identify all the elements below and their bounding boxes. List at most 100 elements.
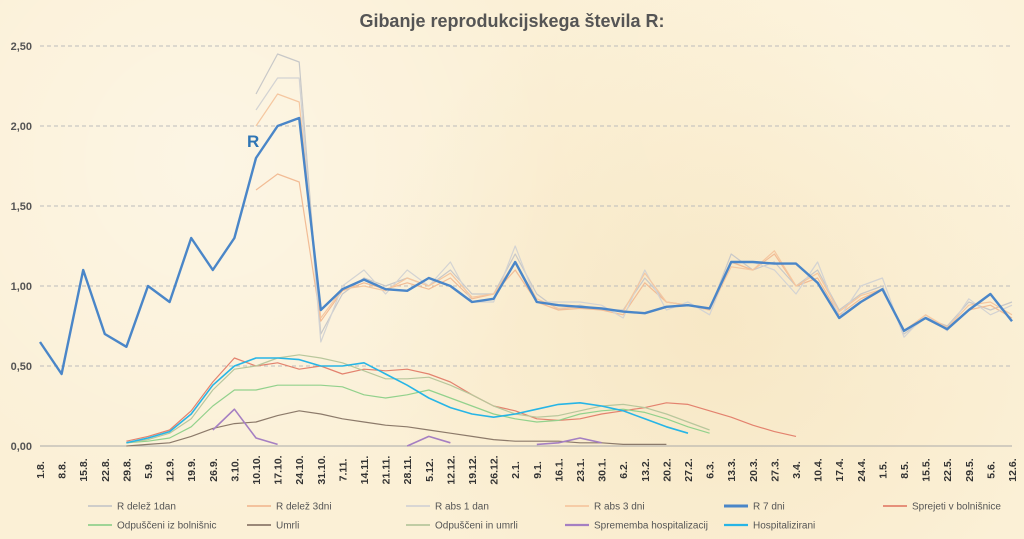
x-axis: 1.8. 8.8. 15.8. 22.8. 29.8. 5.9. 12.9. 19.9. 26.…: [35, 455, 1019, 484]
x-tick-label: 20.3.: [748, 458, 760, 481]
x-tick-label: 12.12.: [445, 455, 457, 484]
legend-item: Sprememba hospitalizacij: [565, 521, 708, 532]
series-3: [255, 77, 1013, 343]
series-line: [126, 354, 710, 444]
x-tick-label: 9.1.: [532, 461, 544, 479]
legend-label: Odpuščeni in umrli: [435, 521, 518, 532]
legend-item: R 7 dni: [724, 502, 785, 513]
legend-label: Umrli: [276, 521, 299, 532]
x-tick-label: 14.11.: [359, 456, 371, 485]
x-tick-label: 12.9.: [165, 458, 177, 481]
series-line: [39, 116, 1013, 376]
legend-item: Umrli: [247, 521, 299, 532]
legend-label: Hospitalizirani: [753, 521, 815, 532]
x-tick-label: 22.8.: [100, 458, 112, 481]
legend-item: Odpuščeni in umrli: [406, 521, 518, 532]
x-tick-label: 22.5.: [942, 458, 954, 481]
x-tick-label: 19.12.: [467, 455, 479, 484]
series-line: [255, 77, 1013, 343]
series-6: [126, 357, 797, 442]
chart-title: Gibanje reprodukcijskega števila R:: [359, 11, 664, 31]
series-9: [126, 354, 710, 444]
x-tick-label: 6.3.: [705, 461, 717, 479]
series-8: [126, 410, 667, 447]
series-line: [126, 357, 689, 444]
x-tick-label: 1.8.: [35, 461, 47, 479]
x-tick-label: 31.10.: [316, 455, 328, 484]
grid: [40, 45, 1012, 447]
legend-label: Sprejeti v bolnišnice: [912, 502, 1001, 513]
series-10: [212, 408, 602, 447]
legend-label: R abs 3 dni: [594, 502, 645, 513]
x-tick-label: 24.4.: [856, 458, 868, 481]
legend-item: R delež 3dni: [247, 502, 332, 513]
x-tick-label: 3.10.: [229, 458, 241, 481]
r-annotation: R: [247, 132, 259, 151]
legend-label: R delež 3dni: [276, 502, 332, 513]
x-tick-label: 1.5.: [877, 461, 889, 479]
x-tick-label: 23.1.: [575, 458, 587, 481]
series-line: [126, 384, 710, 444]
x-tick-label: 29.8.: [121, 458, 133, 481]
legend-label: Sprememba hospitalizacij: [594, 521, 708, 532]
legend-label: Odpuščeni iz bolnišnic: [117, 521, 217, 532]
x-tick-label: 6.2.: [618, 461, 630, 479]
x-tick-label: 2.1.: [510, 461, 522, 479]
y-axis: 0,00 0,50 1,00 1,50 2,00 2,50: [11, 41, 32, 453]
legend-label: R delež 1dan: [117, 502, 176, 513]
x-tick-label: 27.3.: [769, 458, 781, 481]
x-tick-label: 8.8.: [57, 461, 69, 479]
x-tick-label: 13.2.: [640, 458, 652, 481]
x-tick-label: 29.5.: [964, 458, 976, 481]
x-tick-label: 19.9.: [186, 458, 198, 481]
x-tick-label: 15.5.: [921, 458, 933, 481]
series-layer: [39, 53, 1013, 447]
legend-item: Odpuščeni iz bolnišnic: [88, 521, 217, 532]
x-tick-label: 26.12.: [489, 455, 501, 484]
x-tick-label: 21.11.: [381, 456, 393, 485]
y-tick-label: 1,00: [11, 281, 32, 293]
x-tick-label: 20.2.: [661, 458, 673, 481]
y-tick-label: 1,50: [11, 201, 32, 213]
legend-item: Sprejeti v bolnišnice: [883, 502, 1001, 513]
series-5: [39, 116, 1013, 376]
x-tick-label: 17.4.: [834, 458, 846, 481]
x-tick-label: 8.5.: [899, 461, 911, 479]
x-tick-label: 16.1.: [553, 458, 565, 481]
series-2: [255, 173, 1013, 332]
legend-item: R delež 1dan: [88, 502, 176, 513]
y-tick-label: 0,00: [11, 441, 32, 453]
x-tick-label: 5.9.: [143, 461, 155, 479]
y-tick-label: 2,00: [11, 121, 32, 133]
y-tick-label: 2,50: [11, 41, 32, 53]
x-tick-label: 10.10.: [251, 455, 263, 484]
x-tick-label: 7.11.: [337, 459, 349, 482]
x-tick-label: 3.4.: [791, 461, 803, 479]
x-tick-label: 5.12.: [424, 458, 436, 481]
legend-label: R abs 1 dan: [435, 502, 489, 513]
x-tick-label: 17.10.: [273, 455, 285, 484]
x-tick-label: 12.6.: [1007, 458, 1019, 481]
x-tick-label: 26.9.: [208, 458, 220, 481]
x-tick-label: 30.1.: [597, 458, 609, 481]
series-line: [126, 357, 797, 442]
series-line: [126, 410, 667, 447]
x-tick-label: 28.11.: [402, 456, 414, 485]
x-tick-label: 10.4.: [813, 458, 825, 481]
series-11: [126, 357, 689, 444]
legend-item: Hospitalizirani: [724, 521, 815, 532]
y-tick-label: 0,50: [11, 361, 32, 373]
legend-item: R abs 1 dan: [406, 502, 489, 513]
series-7: [126, 384, 710, 444]
x-tick-label: 13.3.: [726, 458, 738, 481]
x-tick-label: 15.8.: [78, 458, 90, 481]
x-tick-label: 24.10.: [294, 455, 306, 484]
series-line: [212, 408, 602, 447]
legend-item: R abs 3 dni: [565, 502, 645, 513]
legend: R delež 1dan R delež 3dni R abs 1 dan R abs…: [88, 502, 1001, 532]
legend-label: R 7 dni: [753, 502, 785, 513]
series-line: [255, 173, 1013, 332]
x-tick-label: 5.6.: [985, 461, 997, 479]
x-tick-label: 27.2.: [683, 458, 695, 481]
